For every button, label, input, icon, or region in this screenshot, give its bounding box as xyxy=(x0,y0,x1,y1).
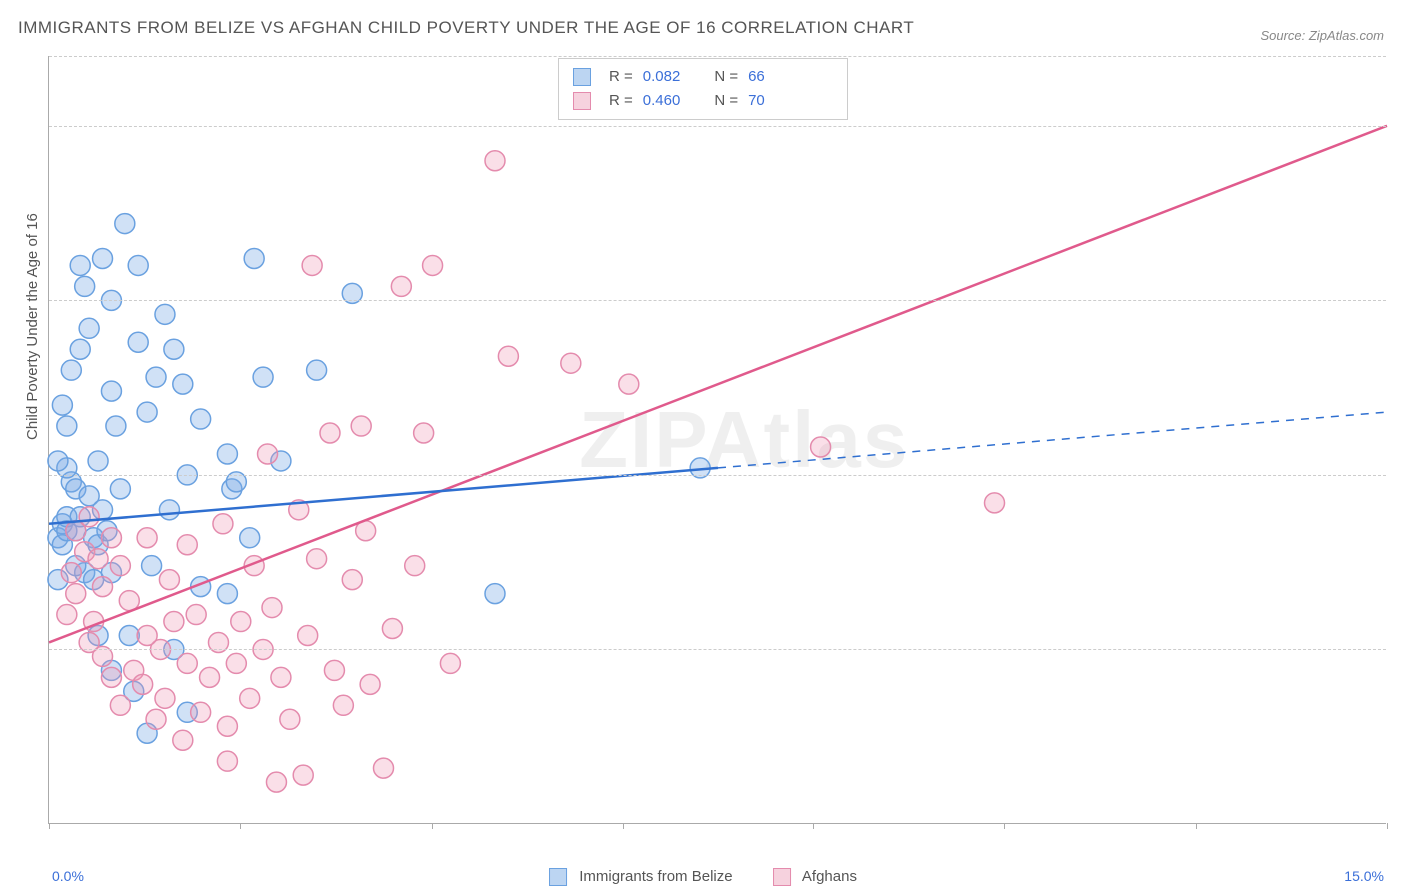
n-label: N = xyxy=(714,65,738,89)
swatch-afghan xyxy=(773,868,791,886)
gridline xyxy=(49,649,1386,650)
x-tick xyxy=(49,823,50,829)
n-label: N = xyxy=(714,89,738,113)
source-attribution: Source: ZipAtlas.com xyxy=(1260,28,1384,43)
trendline-dashed xyxy=(718,412,1387,468)
trendline-solid xyxy=(49,468,718,524)
r-label: R = xyxy=(609,65,633,89)
gridline xyxy=(49,475,1386,476)
gridline xyxy=(49,56,1386,57)
x-tick xyxy=(813,823,814,829)
legend-item-belize: Immigrants from Belize xyxy=(549,868,733,886)
series-label: Immigrants from Belize xyxy=(579,868,732,885)
plot-area: ZIPAtlas 12.5%25.0%37.5%50.0% xyxy=(48,56,1386,824)
y-axis-label: Child Poverty Under the Age of 16 xyxy=(24,213,41,440)
n-value-belize: 66 xyxy=(748,65,765,89)
swatch-belize xyxy=(573,68,591,86)
gridline xyxy=(49,126,1386,127)
n-value-afghan: 70 xyxy=(748,89,765,113)
legend-row-afghan: R = 0.460 N = 70 xyxy=(573,89,833,113)
gridline xyxy=(49,300,1386,301)
series-legend: Immigrants from Belize Afghans xyxy=(549,868,857,886)
x-tick xyxy=(432,823,433,829)
x-axis-end-label: 15.0% xyxy=(1344,868,1384,884)
r-label: R = xyxy=(609,89,633,113)
legend-item-afghan: Afghans xyxy=(773,868,857,886)
swatch-belize xyxy=(549,868,567,886)
x-axis-start-label: 0.0% xyxy=(52,868,84,884)
x-tick xyxy=(240,823,241,829)
x-tick xyxy=(1387,823,1388,829)
swatch-afghan xyxy=(573,92,591,110)
legend-row-belize: R = 0.082 N = 66 xyxy=(573,65,833,89)
x-tick xyxy=(1004,823,1005,829)
r-value-belize: 0.082 xyxy=(643,65,681,89)
trendline-solid xyxy=(49,126,1387,643)
x-tick xyxy=(623,823,624,829)
r-value-afghan: 0.460 xyxy=(643,89,681,113)
correlation-legend: R = 0.082 N = 66 R = 0.460 N = 70 xyxy=(558,58,848,120)
x-tick xyxy=(1196,823,1197,829)
chart-title: IMMIGRANTS FROM BELIZE VS AFGHAN CHILD P… xyxy=(18,18,914,38)
series-label: Afghans xyxy=(802,868,857,885)
trendlines-layer xyxy=(49,56,1386,823)
